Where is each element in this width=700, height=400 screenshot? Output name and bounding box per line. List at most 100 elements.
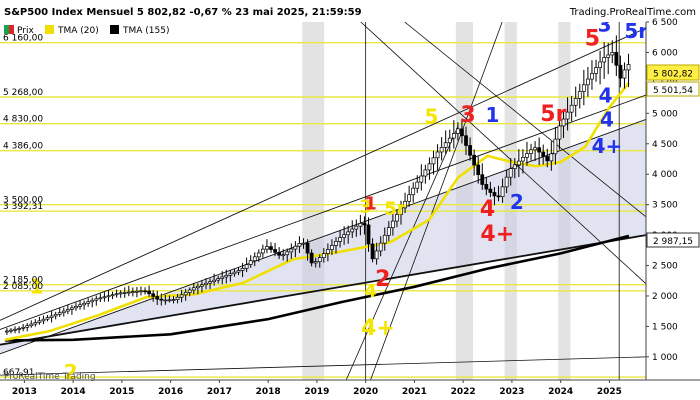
wave-label: 2 <box>64 360 78 384</box>
candle-body <box>94 298 99 301</box>
candle-body <box>187 289 192 293</box>
wave-label: 4+ <box>592 134 623 158</box>
level-label: 4 386,00 <box>3 142 43 152</box>
candle-body <box>313 261 318 264</box>
candle-body <box>183 292 188 296</box>
candle-body <box>407 194 412 202</box>
candle-body <box>240 268 245 271</box>
candle-body <box>49 315 54 318</box>
candle-body <box>216 278 221 281</box>
y-tick-label: 1 500 <box>652 322 678 332</box>
candle-body <box>13 328 17 331</box>
candle-body <box>537 147 542 153</box>
candle-body <box>29 323 34 327</box>
last-price-tag-bg <box>646 64 700 81</box>
trendline <box>0 234 646 346</box>
candle-body <box>130 291 135 293</box>
candle-body <box>545 156 550 162</box>
candle-body <box>370 243 375 260</box>
candle-body <box>391 220 395 229</box>
candle-body <box>411 187 416 196</box>
x-axis-ticks: 2013 2014 2015 2016 2017 2018 2019 2020 2021 2022… <box>12 380 622 397</box>
shade-band <box>302 22 325 380</box>
last-price-tag-text: 5 802,82 <box>653 70 693 80</box>
candle-body <box>594 67 598 74</box>
chart-title: S&P500 Index Mensuel 5 802,82 -0,67 % 23… <box>4 7 362 18</box>
wave-label: 4+ <box>361 316 395 341</box>
y-tick-label: 4 000 <box>652 170 678 180</box>
tma20-tag-bg <box>646 81 700 97</box>
candle-body <box>395 214 399 222</box>
wave-label: 5 <box>425 105 439 129</box>
wave-label: 4 <box>480 197 495 222</box>
candle-body <box>561 118 566 127</box>
y-tick-label: 4 500 <box>652 140 678 150</box>
candle-body <box>586 78 590 86</box>
candle-body <box>553 138 558 155</box>
candle-body <box>265 246 269 250</box>
x-tick-label: 2023 <box>499 387 524 397</box>
candle-body <box>82 302 86 306</box>
level-label: 5 268,00 <box>3 88 43 98</box>
candle-body <box>549 153 554 162</box>
candle-body <box>53 313 58 317</box>
wave-label: 2 <box>510 190 524 214</box>
candle-body <box>90 299 95 303</box>
candle-body <box>37 320 42 323</box>
candle-body <box>512 164 517 169</box>
candle-body <box>122 292 127 294</box>
y-tick-label: 2 000 <box>652 292 678 302</box>
candle-body <box>484 184 489 190</box>
candle-body <box>147 290 151 295</box>
candle-body <box>175 296 180 300</box>
candle-body <box>362 223 367 226</box>
x-tick-label: 2017 <box>207 387 232 397</box>
candle-body <box>21 326 26 329</box>
wave-label: 4 <box>599 83 613 107</box>
legend-price-up-swatch <box>4 25 9 34</box>
x-tick-label: 2019 <box>304 387 329 397</box>
trendline <box>370 22 503 380</box>
trendline <box>0 356 646 376</box>
legend-price-down-swatch <box>9 25 14 34</box>
candle-body <box>41 318 46 322</box>
candle-body <box>195 285 200 289</box>
candle-body <box>492 192 497 197</box>
candle-body <box>476 164 481 176</box>
candle-body <box>403 200 407 209</box>
candle-body <box>508 168 513 178</box>
y-tick-label: 6 000 <box>652 48 678 58</box>
trendline <box>404 22 646 218</box>
candle-body <box>65 309 70 312</box>
candle-body <box>289 248 294 253</box>
candle-body <box>602 57 607 63</box>
x-tick-label: 2021 <box>402 387 427 397</box>
tma20-line <box>4 81 630 342</box>
candle-body <box>464 135 468 146</box>
level-label: 4 830,00 <box>3 115 43 125</box>
candle-body <box>358 223 363 227</box>
candle-body <box>70 307 74 310</box>
candle-body <box>626 64 631 71</box>
wave-label: 5r <box>384 198 406 219</box>
x-tick-label: 2022 <box>451 387 476 397</box>
legend-tma155-swatch <box>110 25 119 34</box>
candle-body <box>78 304 82 307</box>
y-tick-label: 3 500 <box>652 201 678 211</box>
candle-body <box>114 293 119 296</box>
candle-body <box>200 284 204 287</box>
candle-body <box>500 186 505 197</box>
candle-body <box>301 242 306 245</box>
tma155-tag: 2 987,15 <box>646 232 700 248</box>
y-tick-label: 1 000 <box>652 353 678 363</box>
candle-body <box>163 299 168 302</box>
candle-body <box>334 241 338 246</box>
wave-label: 3 <box>359 197 372 218</box>
candle-body <box>354 225 359 230</box>
candle-body <box>208 281 212 284</box>
y-tick-label: 2 500 <box>652 262 678 272</box>
candle-body <box>139 290 143 293</box>
x-tick-label: 2024 <box>548 387 573 397</box>
candle-body <box>622 69 627 79</box>
